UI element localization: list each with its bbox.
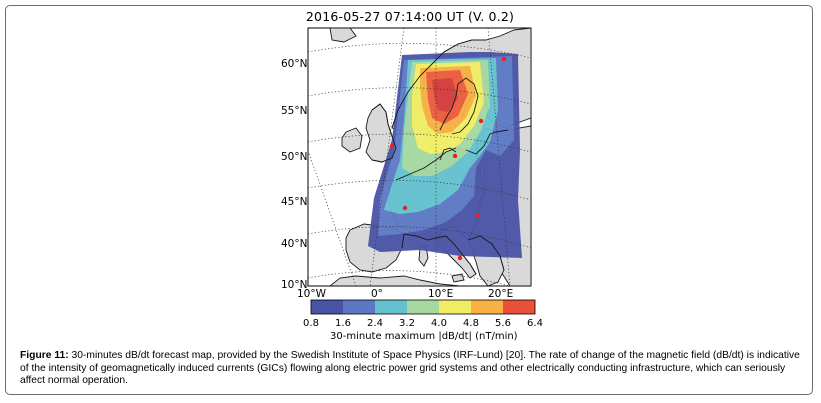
station-marker (501, 56, 507, 62)
lat-label-60n: 60°N (281, 58, 308, 70)
colorbar-segment (311, 300, 343, 314)
lat-label-45n: 45°N (281, 196, 308, 208)
station-markers (389, 56, 507, 261)
colorbar-tick: 2.4 (367, 318, 383, 329)
graticule (308, 28, 531, 286)
colorbar-tick: 1.6 (335, 318, 351, 329)
lat-label-55n: 55°N (281, 105, 308, 117)
colorbar-tick: 5.6 (495, 318, 511, 329)
lat-label-50n: 50°N (281, 151, 308, 163)
colorbar-tick: 4.8 (463, 318, 479, 329)
colorbar-segment (439, 300, 471, 314)
lat-label-corner: 10°N (281, 279, 308, 291)
colorbar-tick: 3.2 (399, 318, 415, 329)
colorbar-segment (503, 300, 535, 314)
station-marker (389, 143, 395, 149)
coastline-overlay (371, 39, 509, 275)
lon-label-10w: 10°W (297, 288, 326, 300)
caption-label: Figure 11: (20, 350, 69, 361)
field-level-8 (432, 78, 458, 112)
lon-label-20e: 20°E (488, 288, 514, 300)
colorbar-segment (471, 300, 503, 314)
colorbar-segment (343, 300, 375, 314)
colorbar-label: 30-minute maximum |dB/dt| (nT/min) (330, 331, 518, 342)
lon-label-0: 0° (371, 288, 383, 300)
station-marker (475, 213, 481, 219)
colorbar-tick: 0.8 (303, 318, 319, 329)
figure-caption: Figure 11: 30-minutes dB/dt forecast map… (20, 350, 802, 388)
lat-label-40n: 40°N (281, 238, 308, 250)
station-marker (452, 153, 458, 159)
lon-label-10e: 10°E (428, 288, 454, 300)
map-title: 2016-05-27 07:14:00 UT (V. 0.2) (305, 9, 515, 24)
station-marker (402, 205, 408, 211)
colorbar-tick: 4.0 (431, 318, 447, 329)
colorbar-segment (407, 300, 439, 314)
colorbar-tick: 6.4 (527, 318, 543, 329)
colorbar (310, 299, 536, 315)
station-marker (478, 118, 484, 124)
caption-text: 30-minutes dB/dt forecast map, provided … (20, 350, 800, 386)
colorbar-segment (375, 300, 407, 314)
station-marker (457, 255, 463, 261)
